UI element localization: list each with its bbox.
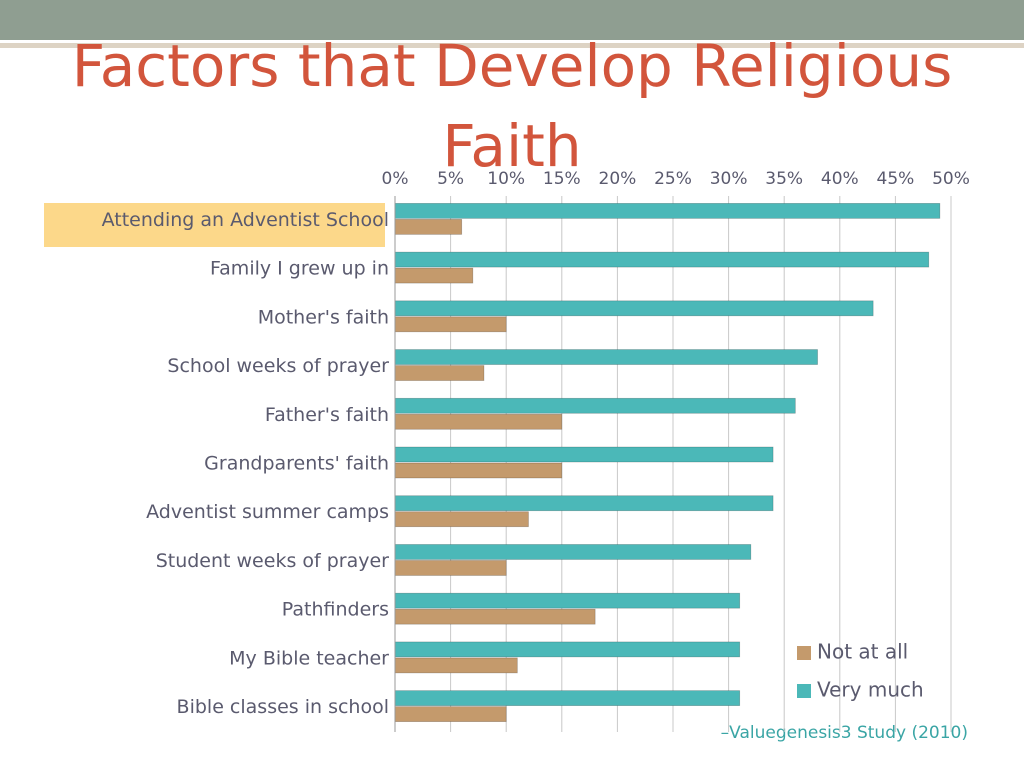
x-tick-label: 15% bbox=[543, 169, 581, 189]
y-tick-label: Adventist summer camps bbox=[146, 501, 389, 523]
x-tick-label: 25% bbox=[654, 169, 692, 189]
x-tick-label: 50% bbox=[932, 169, 970, 189]
x-tick-label: 30% bbox=[710, 169, 748, 189]
x-tick-label: 10% bbox=[487, 169, 525, 189]
bar bbox=[394, 203, 941, 219]
legend-swatch bbox=[797, 646, 811, 660]
source: –Valuegenesis3 Study (2010) bbox=[721, 723, 968, 743]
x-tick-label: 40% bbox=[821, 169, 859, 189]
x-tick-label: 45% bbox=[877, 169, 915, 189]
x-tick-label: 5% bbox=[437, 169, 464, 189]
bar bbox=[394, 316, 507, 333]
x-tick-label: 0% bbox=[382, 169, 409, 189]
bar bbox=[394, 397, 796, 414]
bar bbox=[394, 641, 741, 658]
y-tick-label: Pathfinders bbox=[282, 599, 389, 621]
legend-swatch bbox=[797, 684, 811, 698]
bar bbox=[394, 251, 930, 268]
x-tick-label: 35% bbox=[765, 169, 803, 189]
bar bbox=[394, 608, 596, 625]
top-stripe bbox=[0, 43, 1024, 48]
y-tick-label: Student weeks of prayer bbox=[156, 550, 389, 572]
y-tick-label: School weeks of prayer bbox=[167, 355, 389, 377]
bar bbox=[394, 365, 485, 381]
highlight bbox=[44, 203, 385, 247]
bar bbox=[394, 495, 774, 512]
bar bbox=[394, 592, 741, 609]
y-tick-label: Family I grew up in bbox=[210, 258, 389, 280]
chart-title: Factors that Develop Religious Faith bbox=[71, 32, 953, 180]
bar bbox=[394, 462, 563, 479]
bar bbox=[394, 657, 518, 674]
bar bbox=[394, 706, 507, 722]
bar bbox=[394, 300, 874, 317]
legend-label: Not at all bbox=[817, 640, 908, 664]
bar bbox=[394, 413, 563, 430]
bar bbox=[394, 511, 529, 528]
bar bbox=[394, 690, 741, 706]
bar bbox=[394, 219, 463, 235]
bar bbox=[394, 560, 507, 576]
y-tick-label: My Bible teacher bbox=[229, 647, 389, 669]
y-tick-label: Mother's faith bbox=[258, 306, 389, 328]
bar bbox=[394, 446, 774, 463]
y-tick-label: Father's faith bbox=[265, 404, 389, 426]
bar bbox=[394, 349, 818, 365]
y-tick-label: Bible classes in school bbox=[177, 696, 389, 718]
top-band bbox=[0, 0, 1024, 40]
bar bbox=[394, 267, 474, 284]
bar bbox=[394, 544, 752, 560]
y-tick-label: Grandparents' faith bbox=[204, 453, 389, 475]
legend-label: Very much bbox=[817, 678, 924, 702]
x-tick-label: 20% bbox=[599, 169, 637, 189]
y-tick-label: Attending an Adventist School bbox=[102, 209, 389, 231]
